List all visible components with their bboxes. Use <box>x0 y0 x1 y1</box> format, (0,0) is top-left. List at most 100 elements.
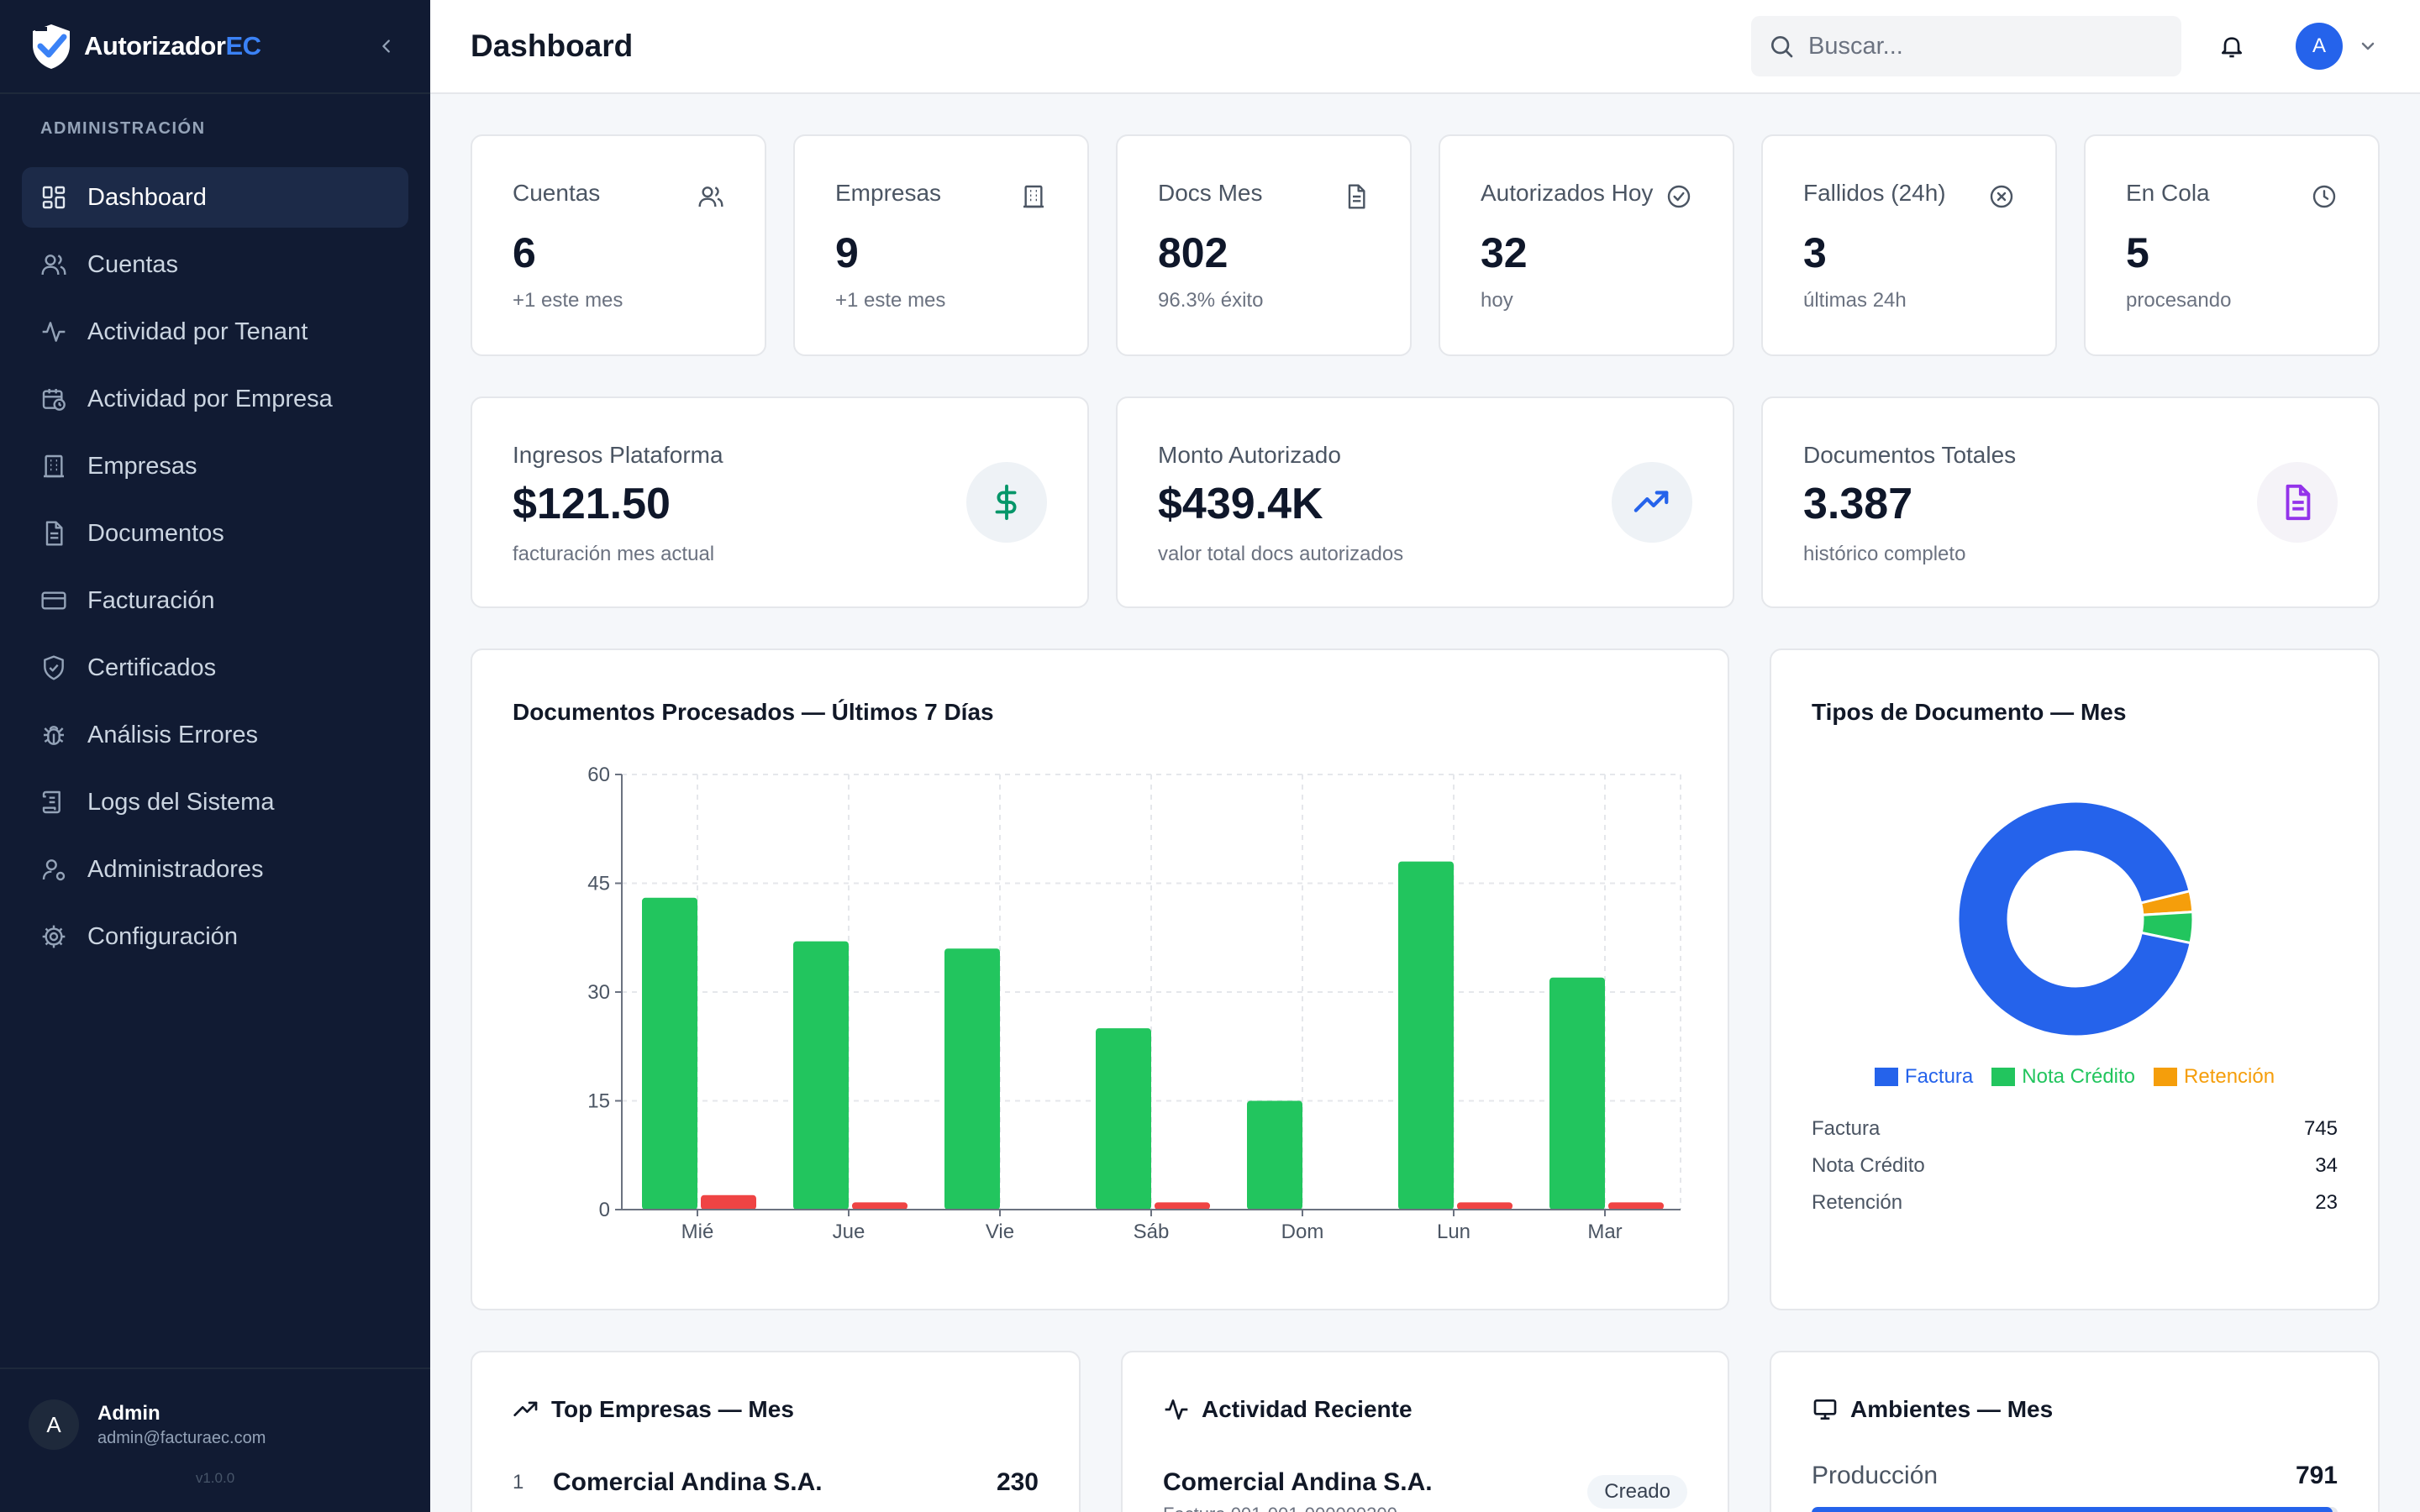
stat-value: 3 <box>1803 229 1827 276</box>
stat-card-en-cola[interactable]: En Cola 5 procesando <box>2084 134 2380 356</box>
legend-label: Nota Crédito <box>2022 1065 2136 1088</box>
x-circle-icon <box>1990 185 2013 208</box>
chevron-down-icon <box>2361 42 2375 50</box>
sidebar-item-actividad-empresa[interactable]: Actividad por Empresa <box>22 369 408 429</box>
activity-company[interactable]: Comercial Andina S.A. <box>1163 1468 1433 1496</box>
x-tick-label: Mar <box>1587 1221 1622 1243</box>
stat-subtext: hoy <box>1481 289 1513 312</box>
x-tick-label: Lun <box>1437 1221 1470 1243</box>
stat-card-ingresos[interactable]: Ingresos Plataforma $121.50 facturación … <box>471 396 1089 608</box>
stat-card-autorizados-hoy[interactable]: Autorizados Hoy 32 hoy <box>1439 134 1734 356</box>
stat-card-fallidos[interactable]: Fallidos (24h) 3 últimas 24h <box>1761 134 2057 356</box>
environment-row: Producción 791 <box>1812 1462 2338 1490</box>
users-icon <box>40 251 67 278</box>
sidebar-item-label: Actividad por Empresa <box>87 385 333 412</box>
stat-subtext: histórico completo <box>1803 543 1966 565</box>
bar-success <box>1549 977 1605 1210</box>
user-avatar-button[interactable]: A <box>2296 23 2343 70</box>
sidebar-item-analisis-errores[interactable]: Análisis Errores <box>22 705 408 765</box>
scroll-icon <box>40 789 67 816</box>
sidebar-item-documentos[interactable]: Documentos <box>22 503 408 564</box>
stat-value: $121.50 <box>513 480 671 528</box>
legend-swatch <box>1874 1068 1898 1086</box>
type-row-nota-credito: Nota Crédito 34 <box>1812 1147 2338 1184</box>
activity-icon <box>40 318 67 345</box>
stat-value: 5 <box>2126 229 2149 276</box>
search-icon <box>1771 36 1793 58</box>
stat-subtext: valor total docs autorizados <box>1158 543 1404 565</box>
sidebar-user[interactable]: A Admin admin@facturaec.com <box>29 1399 402 1450</box>
legend-item-retencion[interactable]: Retención <box>2154 1065 2275 1089</box>
document-icon <box>1348 184 1365 209</box>
user-cog-icon <box>40 856 67 883</box>
actividad-reciente-card: Actividad Reciente Comercial Andina S.A.… <box>1121 1351 1729 1512</box>
stat-card-monto-autorizado[interactable]: Monto Autorizado $439.4K valor total doc… <box>1116 396 1734 608</box>
sidebar-item-cuentas[interactable]: Cuentas <box>22 234 408 295</box>
type-row-factura: Factura 745 <box>1812 1110 2338 1147</box>
user-menu-button[interactable] <box>2356 34 2380 58</box>
sidebar-item-administradores[interactable]: Administradores <box>22 839 408 900</box>
list-item[interactable]: 1 Comercial Andina S.A. 230 <box>513 1468 1039 1497</box>
bar-failed <box>701 1194 756 1210</box>
sidebar-item-certificados[interactable]: Certificados <box>22 638 408 698</box>
gear-icon <box>40 923 67 950</box>
legend-item-nota-credito[interactable]: Nota Crédito <box>1991 1065 2135 1089</box>
search-box[interactable] <box>1751 16 2181 76</box>
card-title: Ambientes — Mes <box>1812 1396 2053 1423</box>
sidebar-item-logs[interactable]: Logs del Sistema <box>22 772 408 832</box>
document-icon <box>40 520 67 547</box>
stat-card-documentos-totales[interactable]: Documentos Totales 3.387 histórico compl… <box>1761 396 2380 608</box>
sidebar-item-label: Configuración <box>87 922 238 950</box>
stat-label: Empresas <box>835 180 942 206</box>
collapse-sidebar-button[interactable] <box>371 31 402 61</box>
stat-card-cuentas[interactable]: Cuentas 6 +1 este mes <box>471 134 766 356</box>
users-icon <box>698 186 723 207</box>
trending-up-icon <box>1612 462 1692 543</box>
stat-value: $439.4K <box>1158 480 1323 528</box>
sidebar-item-actividad-tenant[interactable]: Actividad por Tenant <box>22 302 408 362</box>
y-tick-label: 0 <box>599 1199 610 1221</box>
notifications-button[interactable] <box>2215 29 2249 63</box>
page-title: Dashboard <box>471 29 634 63</box>
sidebar-item-configuracion[interactable]: Configuración <box>22 906 408 967</box>
bar-success <box>642 897 697 1210</box>
sidebar-footer: A Admin admin@facturaec.com v1.0.0 <box>0 1368 430 1512</box>
sidebar-item-dashboard[interactable]: Dashboard <box>22 167 408 228</box>
dollar-icon <box>966 462 1047 543</box>
check-circle-icon <box>1667 185 1691 208</box>
sidebar-item-facturacion[interactable]: Facturación <box>22 570 408 631</box>
stat-card-empresas[interactable]: Empresas 9 +1 este mes <box>793 134 1089 356</box>
rank-number: 1 <box>513 1471 524 1494</box>
search-input[interactable] <box>1808 32 2161 60</box>
y-tick-label: 45 <box>587 873 610 895</box>
legend-item-factura[interactable]: Factura <box>1874 1065 1973 1089</box>
bar-success <box>1096 1028 1151 1210</box>
stat-label: Fallidos (24h) <box>1803 180 1946 206</box>
donut-chart <box>1956 800 2195 1038</box>
sidebar: AutorizadorEC ADMINISTRACIÓN Dashboard C… <box>0 0 430 1512</box>
donut-slice-factura <box>1956 800 2192 1038</box>
sidebar-item-label: Logs del Sistema <box>87 788 275 816</box>
sidebar-item-empresas[interactable]: Empresas <box>22 436 408 496</box>
sidebar-item-label: Facturación <box>87 586 215 614</box>
y-tick-label: 60 <box>587 764 610 786</box>
shield-check-icon <box>40 654 67 681</box>
pie-chart-card: Tipos de Documento — Mes Factura Nota Cr… <box>1770 648 2380 1310</box>
sidebar-item-label: Cuentas <box>87 250 179 278</box>
top-empresas-card: Top Empresas — Mes 1 Comercial Andina S.… <box>471 1351 1081 1512</box>
legend-swatch <box>1991 1068 2016 1086</box>
sidebar-nav: Dashboard Cuentas Actividad por Tenant A… <box>0 167 430 967</box>
company-name: Comercial Andina S.A. <box>553 1468 823 1496</box>
stat-label: Cuentas <box>513 180 601 206</box>
card-title-text: Ambientes — Mes <box>1850 1396 2054 1422</box>
stat-card-docs-mes[interactable]: Docs Mes 802 96.3% éxito <box>1116 134 1412 356</box>
monitor-icon <box>1813 1399 1837 1420</box>
stat-label: Documentos Totales <box>1803 442 2017 468</box>
stat-value: 3.387 <box>1803 480 1913 528</box>
chart-title: Tipos de Documento — Mes <box>1812 699 2127 725</box>
stat-value: 802 <box>1158 229 1228 276</box>
user-name: Admin <box>97 1401 160 1425</box>
chart-title: Documentos Procesados — Últimos 7 Días <box>513 699 994 725</box>
x-tick-label: Jue <box>833 1221 865 1243</box>
sidebar-item-label: Documentos <box>87 519 224 547</box>
